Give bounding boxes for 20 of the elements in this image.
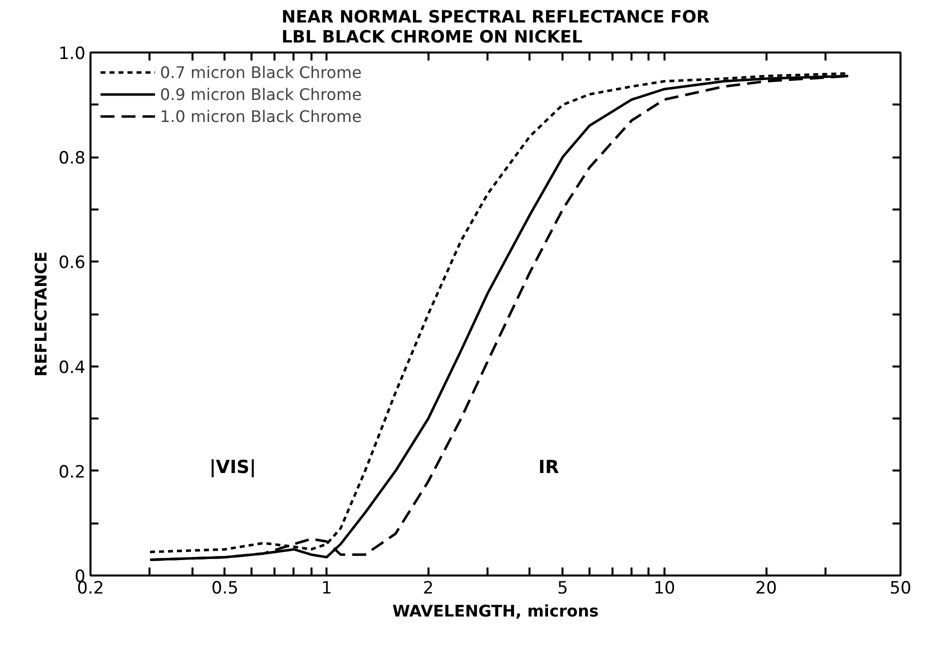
y-tick-label: 0.6 [58,253,86,274]
y-tick-label: 0.4 [58,358,86,378]
x-tick-label: 1 [321,578,332,598]
x-tick-label: 20 [755,578,777,598]
legend-label: 1.0 micron Black Chrome [160,106,362,126]
y-tick-label: 0.8 [58,148,86,169]
y-tick-label: 0.2 [58,462,86,482]
y-axis-title: REFLECTANCE [31,251,50,377]
y-tick-label: 1.0 [58,44,86,64]
annotation: |VIS| [209,457,256,478]
x-tick-label: 10 [654,578,676,598]
x-tick-label: 0.5 [211,578,238,598]
x-tick-label: 50 [890,578,912,598]
x-tick-label: 5 [557,578,568,598]
chart-title: NEAR NORMAL SPECTRAL REFLECTANCE FOR LBL BLACK CHROME ON NICKEL [281,8,710,48]
legend-label: 0.7 micron Black Chrome [160,62,362,82]
x-axis-title: WAVELENGTH, microns [392,602,599,620]
legend-label: 0.9 micron Black Chrome [160,84,362,104]
annotation: IR [538,457,560,478]
x-tick-label: 2 [422,578,434,598]
